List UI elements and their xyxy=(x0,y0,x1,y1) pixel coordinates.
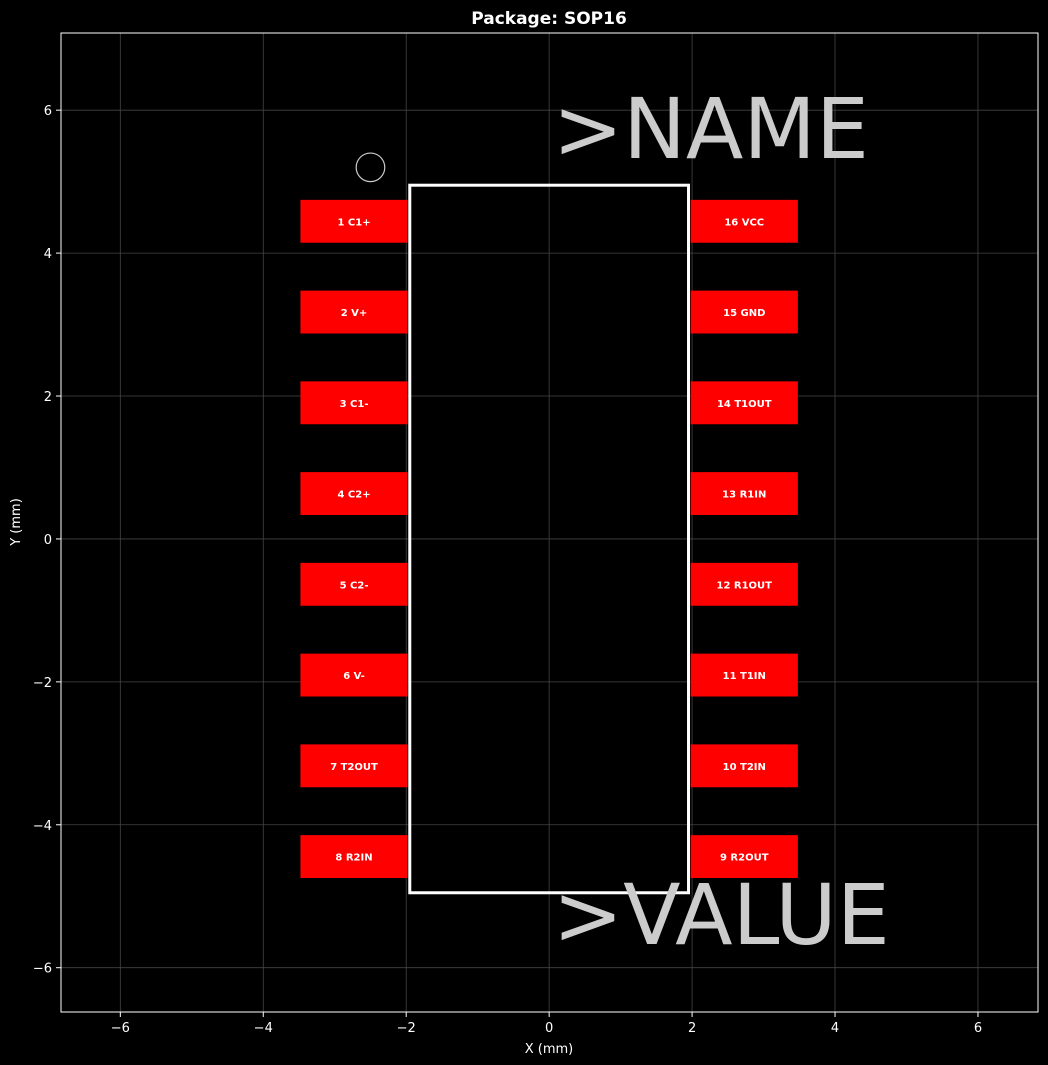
x-axis-label: X (mm) xyxy=(525,1042,574,1057)
pad-label: 3 C1- xyxy=(340,399,369,410)
pad xyxy=(300,199,408,243)
pad-label: 16 VCC xyxy=(724,217,764,228)
pad-label: 12 R1OUT xyxy=(717,580,773,591)
pad-label: 7 T2OUT xyxy=(330,762,378,773)
pad xyxy=(300,290,408,334)
x-tick-label: 4 xyxy=(831,1021,839,1036)
pad xyxy=(300,653,408,697)
pad-label: 1 C1+ xyxy=(337,217,370,228)
grid xyxy=(61,33,1038,1012)
pad-label: 6 V- xyxy=(343,671,365,682)
pad xyxy=(690,199,798,243)
pad-label: 4 C2+ xyxy=(337,490,370,501)
pin1-marker xyxy=(355,152,386,183)
footprint: 1 C1+ 2 V+ 3 C1- 4 C2+ 5 C2- 6 V- 7 T2OUT 8 R2I… xyxy=(300,80,890,964)
pad-label: 13 R1IN xyxy=(722,490,766,501)
x-tick-label: 0 xyxy=(545,1021,553,1036)
silkscreen-text: >VALUE xyxy=(553,866,890,964)
pad xyxy=(690,290,798,334)
pad xyxy=(690,653,798,697)
pad-label: 14 T1OUT xyxy=(717,399,772,410)
x-tick-label: −2 xyxy=(397,1021,416,1036)
pad xyxy=(300,381,408,425)
x-tick-label: −4 xyxy=(254,1021,273,1036)
pad-label: 9 R2OUT xyxy=(720,853,769,864)
pad xyxy=(690,562,798,606)
plot-title: Package: SOP16 xyxy=(471,9,627,29)
x-tick-label: 2 xyxy=(688,1021,696,1036)
silkscreen-text: >NAME xyxy=(553,80,869,178)
pad xyxy=(690,381,798,425)
pad xyxy=(300,562,408,606)
y-tick-label: −4 xyxy=(33,819,52,834)
pad xyxy=(300,744,408,788)
pad-label: 2 V+ xyxy=(341,308,368,319)
x-tick-label: −6 xyxy=(111,1021,130,1036)
y-tick-label: 6 xyxy=(44,104,52,119)
y-tick-label: 4 xyxy=(44,247,52,262)
ticks: −6 −4 −2 0 2 4 6 −6 −4 −2 0 2 4 6 xyxy=(33,104,982,1036)
package-body-outline xyxy=(408,183,691,895)
pad xyxy=(690,744,798,788)
y-tick-label: −6 xyxy=(33,962,52,977)
pad xyxy=(300,472,408,516)
y-tick-label: 0 xyxy=(44,533,52,548)
y-tick-label: −2 xyxy=(33,676,52,691)
pad-label: 8 R2IN xyxy=(335,853,372,864)
pad xyxy=(690,835,798,879)
y-axis-label: Y (mm) xyxy=(9,498,24,547)
x-tick-label: 6 xyxy=(974,1021,982,1036)
y-tick-label: 2 xyxy=(44,390,52,405)
pad-label: 5 C2- xyxy=(340,580,369,591)
pad-label: 15 GND xyxy=(723,308,765,319)
pad xyxy=(300,835,408,879)
axes-frame xyxy=(60,32,1039,1013)
pad-label: 11 T1IN xyxy=(723,671,766,682)
pad-label: 10 T2IN xyxy=(723,762,766,773)
pad xyxy=(690,472,798,516)
